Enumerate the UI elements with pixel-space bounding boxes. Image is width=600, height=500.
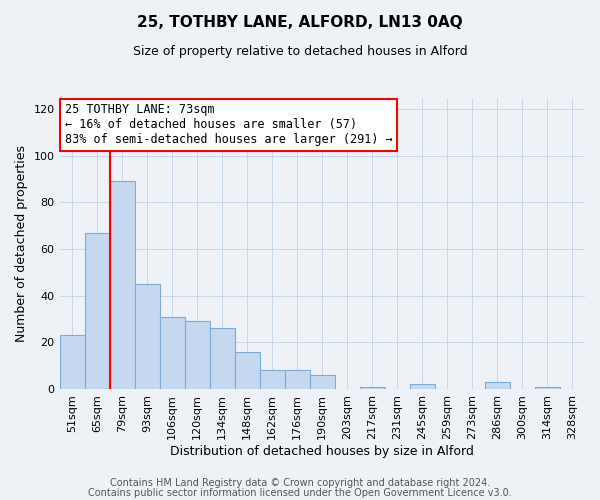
Bar [410, 384, 435, 389]
Text: 25, TOTHBY LANE, ALFORD, LN13 0AQ: 25, TOTHBY LANE, ALFORD, LN13 0AQ [137, 15, 463, 30]
Bar [235, 352, 260, 389]
Text: Contains HM Land Registry data © Crown copyright and database right 2024.: Contains HM Land Registry data © Crown c… [110, 478, 490, 488]
Text: 25 TOTHBY LANE: 73sqm
← 16% of detached houses are smaller (57)
83% of semi-deta: 25 TOTHBY LANE: 73sqm ← 16% of detached … [65, 104, 392, 146]
Bar [360, 387, 385, 389]
X-axis label: Distribution of detached houses by size in Alford: Distribution of detached houses by size … [170, 444, 474, 458]
Bar [485, 382, 510, 389]
Bar [310, 375, 335, 389]
Y-axis label: Number of detached properties: Number of detached properties [15, 145, 28, 342]
Bar [110, 182, 134, 389]
Bar [185, 322, 209, 389]
Bar [85, 233, 110, 389]
Bar [260, 370, 285, 389]
Bar [59, 336, 85, 389]
Bar [134, 284, 160, 389]
Bar [535, 387, 560, 389]
Text: Contains public sector information licensed under the Open Government Licence v3: Contains public sector information licen… [88, 488, 512, 498]
Text: Size of property relative to detached houses in Alford: Size of property relative to detached ho… [133, 45, 467, 58]
Bar [285, 370, 310, 389]
Bar [209, 328, 235, 389]
Bar [160, 317, 185, 389]
